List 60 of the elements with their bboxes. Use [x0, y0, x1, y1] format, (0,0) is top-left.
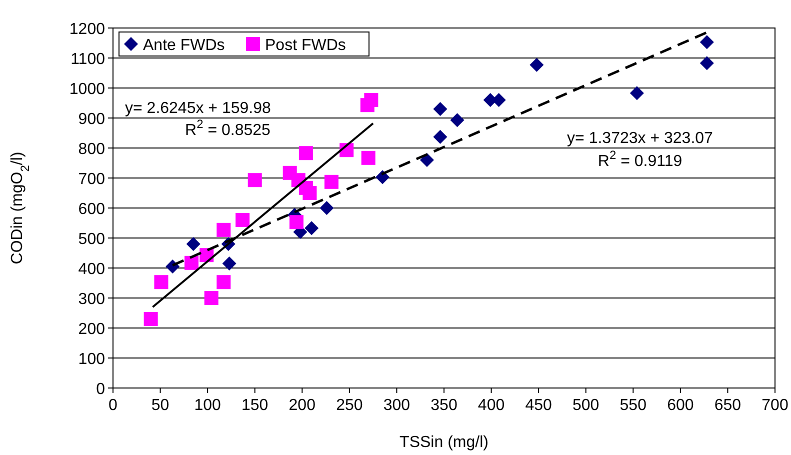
point [248, 173, 262, 188]
y-tick-label: 200 [78, 321, 106, 338]
y-tick-label: 600 [78, 201, 106, 218]
annotation: R$^{2}$ = 0.9119 [598, 148, 682, 170]
point [420, 153, 434, 167]
point [376, 170, 390, 184]
point [530, 58, 544, 72]
point [320, 201, 334, 215]
point [700, 35, 714, 50]
point [186, 237, 200, 251]
annotation: R$^{2}$ = 0.8525 [185, 117, 271, 139]
y-tick-label: 1100 [70, 51, 106, 68]
x-tick-label: 200 [288, 397, 316, 414]
x-tick-label: 600 [667, 397, 694, 414]
x-tick-label: 650 [714, 397, 742, 414]
x-tick-label: 150 [242, 397, 268, 414]
x-tick-label: 550 [620, 397, 647, 414]
legend-label: Ante FWDs [143, 37, 225, 54]
point [324, 174, 338, 189]
point [236, 213, 250, 227]
y-tick-label: 1200 [69, 21, 106, 38]
x-tick-label: 350 [430, 397, 458, 414]
x-tick-label: 450 [525, 397, 552, 414]
y-tick-label: 400 [78, 261, 106, 278]
point [450, 113, 464, 128]
point [216, 222, 231, 237]
x-tick-label: 250 [336, 397, 363, 414]
point [700, 56, 714, 70]
point [222, 256, 236, 270]
point [144, 312, 158, 326]
point [184, 256, 198, 270]
x-tick-label: 500 [572, 397, 600, 414]
legend-label: Post FWDs [265, 37, 346, 54]
point [304, 221, 319, 236]
x-tick-label: 400 [478, 397, 505, 414]
y-tick-label: 1000 [69, 81, 106, 98]
x-tick-label: 100 [194, 397, 222, 414]
y-tick-label: 100 [78, 351, 106, 368]
point [433, 130, 448, 144]
x-tick-label: 0 [108, 397, 118, 414]
x-tick-label: 700 [762, 397, 788, 414]
annotation: y= 1.3723x + 323.07 [567, 130, 714, 147]
y-tick-label: 700 [78, 171, 106, 188]
point [154, 275, 168, 290]
annotation: y= 2.6245x + 159.98 [125, 100, 271, 117]
point [361, 150, 376, 165]
point [289, 215, 304, 230]
y-tick-label: 300 [78, 291, 106, 308]
point [630, 86, 644, 100]
x-tick-label: 300 [383, 397, 410, 414]
y-tick-label: 0 [96, 381, 106, 398]
point [204, 291, 218, 305]
point [216, 275, 231, 290]
point [298, 146, 313, 160]
y-tick-label: 500 [78, 231, 106, 248]
y-tick-label: 800 [78, 141, 106, 158]
x-axis-title: TSSin (mg/l) [400, 434, 488, 451]
y-tick-label: 900 [78, 111, 106, 128]
point [433, 102, 448, 116]
x-tick-label: 50 [151, 397, 170, 414]
